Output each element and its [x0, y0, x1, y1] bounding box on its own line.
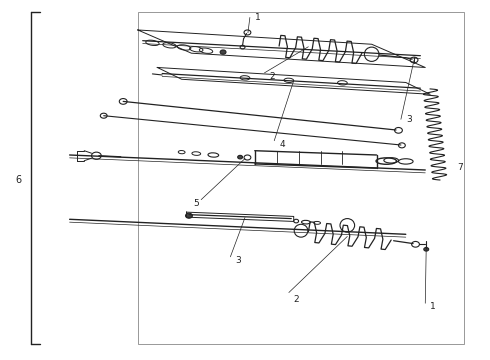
- Text: 3: 3: [406, 115, 412, 124]
- Circle shape: [186, 213, 193, 218]
- Text: 6: 6: [15, 175, 22, 185]
- Circle shape: [220, 50, 226, 54]
- Bar: [138, 12, 464, 344]
- Text: 7: 7: [457, 163, 463, 172]
- Text: 1: 1: [255, 13, 261, 22]
- Text: 5: 5: [194, 199, 199, 208]
- Text: 2: 2: [294, 295, 299, 304]
- Text: 4: 4: [279, 140, 285, 149]
- Text: 1: 1: [430, 302, 436, 311]
- Text: 3: 3: [235, 256, 241, 265]
- Circle shape: [238, 156, 243, 159]
- Circle shape: [424, 248, 429, 251]
- Text: 2: 2: [270, 72, 275, 81]
